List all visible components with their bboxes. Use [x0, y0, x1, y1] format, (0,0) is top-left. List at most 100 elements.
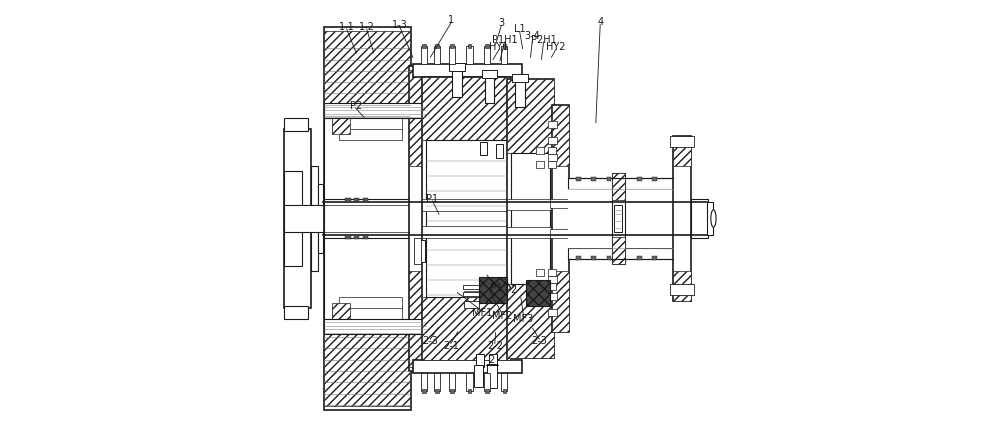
- Bar: [435, 389, 439, 393]
- Bar: [468, 389, 471, 393]
- Bar: [324, 31, 410, 118]
- Bar: [311, 166, 318, 271]
- Bar: [332, 116, 350, 134]
- Bar: [339, 129, 402, 140]
- Bar: [612, 173, 625, 264]
- Bar: [363, 235, 368, 239]
- Bar: [413, 360, 522, 373]
- Text: MF2: MF2: [492, 311, 512, 321]
- Bar: [501, 373, 507, 391]
- Text: HY2: HY2: [546, 42, 566, 52]
- Bar: [507, 79, 554, 153]
- Bar: [324, 118, 410, 319]
- Bar: [503, 389, 506, 393]
- Bar: [507, 227, 554, 238]
- Bar: [409, 271, 424, 367]
- Bar: [345, 235, 351, 239]
- Bar: [324, 199, 411, 238]
- Bar: [452, 70, 462, 97]
- Bar: [526, 281, 550, 305]
- Bar: [422, 297, 510, 360]
- Bar: [552, 271, 569, 332]
- Text: P1H1: P1H1: [492, 35, 517, 45]
- Text: 2-2: 2-2: [487, 341, 503, 351]
- Bar: [673, 136, 691, 166]
- Bar: [548, 154, 557, 161]
- Bar: [673, 271, 691, 301]
- Bar: [324, 103, 426, 118]
- Bar: [536, 160, 544, 167]
- Bar: [670, 284, 694, 295]
- Bar: [670, 136, 694, 147]
- Bar: [464, 291, 479, 297]
- Bar: [414, 238, 421, 264]
- Bar: [332, 303, 350, 321]
- Bar: [507, 284, 554, 358]
- Bar: [591, 177, 596, 181]
- Bar: [466, 373, 473, 391]
- Bar: [485, 44, 489, 48]
- Bar: [435, 44, 439, 48]
- Bar: [536, 148, 544, 154]
- Text: MF1: MF1: [472, 309, 493, 319]
- Bar: [652, 177, 657, 181]
- Bar: [434, 373, 440, 391]
- Bar: [422, 226, 510, 238]
- Bar: [413, 64, 522, 77]
- Text: 3-4: 3-4: [525, 31, 541, 41]
- Bar: [568, 189, 673, 248]
- Bar: [612, 237, 625, 264]
- Bar: [479, 277, 507, 303]
- Bar: [614, 205, 622, 232]
- Bar: [482, 70, 497, 78]
- Bar: [450, 44, 454, 48]
- Bar: [284, 170, 302, 267]
- Bar: [637, 256, 642, 260]
- Bar: [484, 373, 490, 391]
- Bar: [485, 389, 489, 393]
- Bar: [550, 199, 569, 208]
- Bar: [324, 319, 426, 334]
- Bar: [607, 256, 611, 260]
- Bar: [363, 198, 368, 202]
- Bar: [421, 373, 427, 391]
- Bar: [324, 319, 410, 406]
- Bar: [496, 145, 503, 157]
- Bar: [568, 248, 673, 259]
- Text: 2: 2: [489, 355, 495, 365]
- Text: 1: 1: [448, 15, 454, 25]
- Bar: [536, 270, 544, 277]
- Bar: [652, 256, 657, 260]
- Text: P2: P2: [505, 285, 517, 295]
- Bar: [409, 66, 424, 371]
- Bar: [548, 270, 556, 277]
- Bar: [422, 77, 510, 140]
- Bar: [474, 365, 483, 387]
- Bar: [536, 283, 544, 289]
- Bar: [484, 46, 490, 64]
- Bar: [607, 177, 611, 181]
- Bar: [489, 354, 497, 364]
- Bar: [332, 116, 402, 132]
- Bar: [673, 136, 691, 301]
- Bar: [354, 198, 359, 202]
- Text: 1-3: 1-3: [392, 20, 408, 30]
- Bar: [707, 202, 713, 235]
- Bar: [548, 283, 556, 289]
- Bar: [512, 74, 528, 82]
- Bar: [339, 297, 402, 308]
- Bar: [354, 235, 359, 239]
- Bar: [612, 173, 625, 200]
- Text: 1-2: 1-2: [359, 22, 375, 32]
- Bar: [466, 46, 473, 64]
- Bar: [449, 46, 455, 64]
- Text: 4: 4: [597, 17, 603, 28]
- Bar: [548, 309, 557, 316]
- Bar: [449, 373, 455, 391]
- Bar: [548, 121, 557, 128]
- Text: P1: P1: [426, 194, 439, 204]
- Bar: [548, 137, 557, 144]
- Bar: [476, 354, 484, 367]
- Bar: [324, 27, 411, 410]
- Text: MF3: MF3: [513, 314, 534, 324]
